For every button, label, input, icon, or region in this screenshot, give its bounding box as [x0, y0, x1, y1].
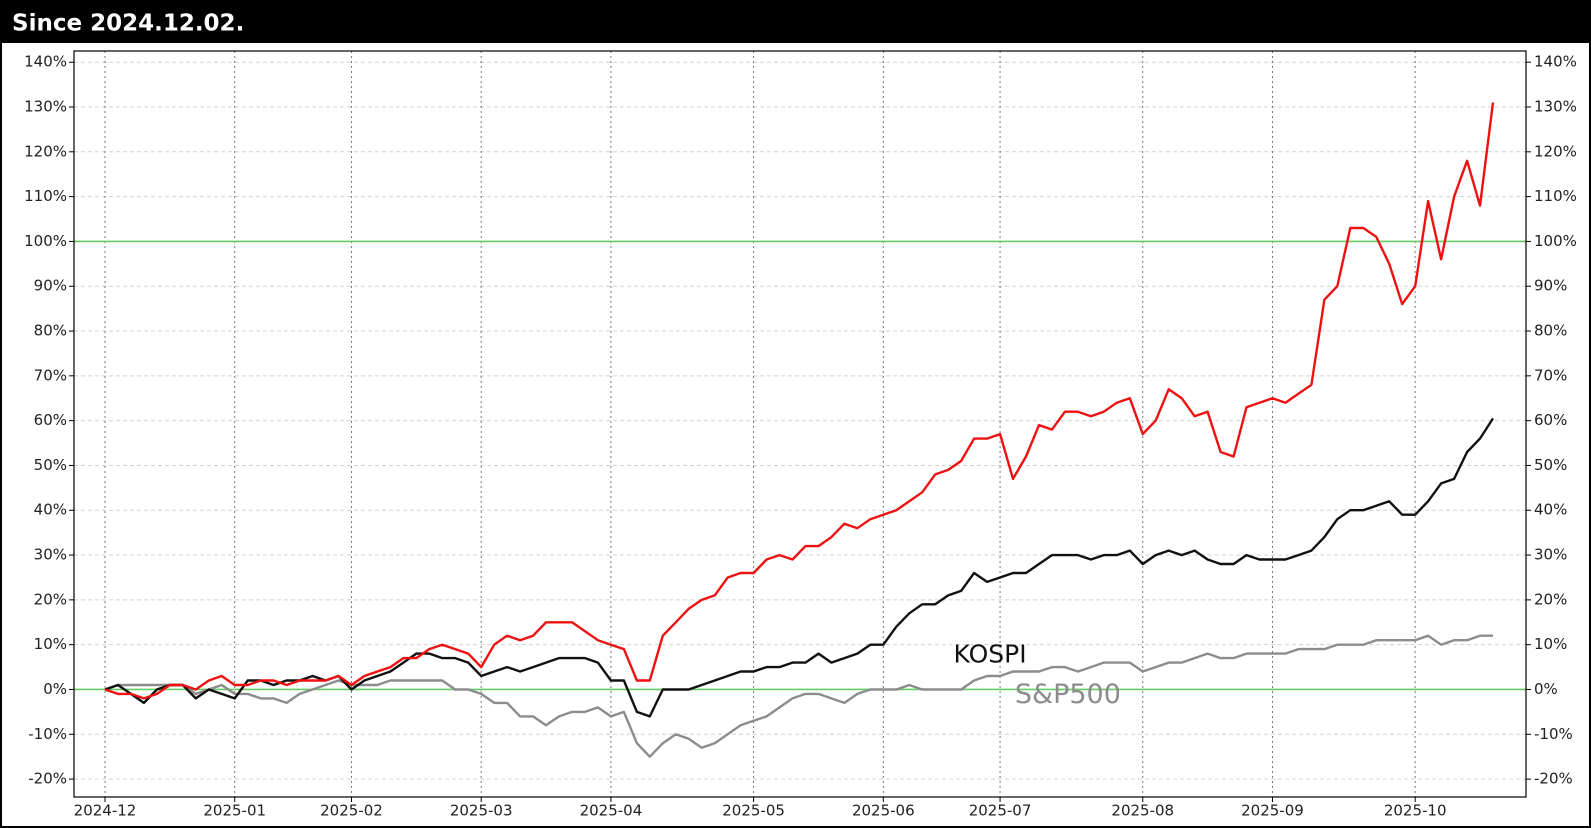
y-tick-label: 40%: [34, 501, 67, 519]
chart-title: Since 2024.12.02.: [12, 11, 244, 37]
y-tick-label: 110%: [24, 187, 67, 205]
y2-tick-label: 120%: [1534, 142, 1577, 160]
axes-frame: [73, 50, 1527, 798]
x-tick-label: 2025-09: [1241, 802, 1304, 820]
x-tick-label: 2025-03: [450, 802, 513, 820]
y2-tick-label: 110%: [1534, 187, 1577, 205]
y-tick-label: 0%: [43, 680, 67, 698]
x-tick-label: 2025-06: [852, 802, 915, 820]
y-tick-label: 80%: [34, 322, 67, 340]
y-tick-label: 50%: [34, 456, 67, 474]
y2-tick-label: 100%: [1534, 232, 1577, 250]
y-tick-label: -10%: [28, 725, 67, 743]
x-tick-label: 2025-01: [203, 802, 266, 820]
y2-tick-label: 60%: [1534, 411, 1567, 429]
y-tick-label: 20%: [34, 590, 67, 608]
y2-tick-label: 70%: [1534, 366, 1567, 384]
y-tick-label: 130%: [24, 98, 67, 116]
y2-tick-label: 130%: [1534, 98, 1577, 116]
x-tick-label: 2025-07: [969, 802, 1032, 820]
x-tick-label: 2025-08: [1111, 802, 1174, 820]
y2-tick-label: 80%: [1534, 322, 1567, 340]
y2-tick-label: -20%: [1534, 770, 1573, 788]
y-tick-label: 140%: [24, 53, 67, 71]
y2-tick-label: 20%: [1534, 590, 1567, 608]
y2-tick-label: 0%: [1534, 680, 1558, 698]
x-tick-label: 2024-12: [74, 802, 137, 820]
y-tick-label: 60%: [34, 411, 67, 429]
y2-tick-label: -10%: [1534, 725, 1573, 743]
y-tick-label: 30%: [34, 546, 67, 564]
y-tick-label: -20%: [28, 770, 67, 788]
x-tick-label: 2025-02: [320, 802, 383, 820]
series-label: S&P500: [1015, 679, 1121, 710]
y2-tick-label: 30%: [1534, 546, 1567, 564]
plot: KOSPI S&P500: [74, 102, 1526, 758]
y2-tick-label: 90%: [1534, 277, 1567, 295]
series-line: [104, 102, 1495, 700]
x-tick-label: 2025-05: [722, 802, 785, 820]
y2-tick-label: 50%: [1534, 456, 1567, 474]
y-tick-label: 10%: [34, 635, 67, 653]
y2-tick-label: 140%: [1534, 53, 1577, 71]
y2-tick-label: 40%: [1534, 501, 1567, 519]
y-tick-label: 90%: [34, 277, 67, 295]
y-tick-label: 120%: [24, 142, 67, 160]
y2-tick-label: 10%: [1534, 635, 1567, 653]
series-line: [104, 634, 1493, 758]
x-tick-label: 2025-04: [580, 802, 643, 820]
series-label: KOSPI: [954, 639, 1027, 668]
y-tick-label: 100%: [24, 232, 67, 250]
x-tick-label: 2025-10: [1384, 802, 1447, 820]
y-tick-label: 70%: [34, 366, 67, 384]
header-bar: [2, 2, 1589, 43]
